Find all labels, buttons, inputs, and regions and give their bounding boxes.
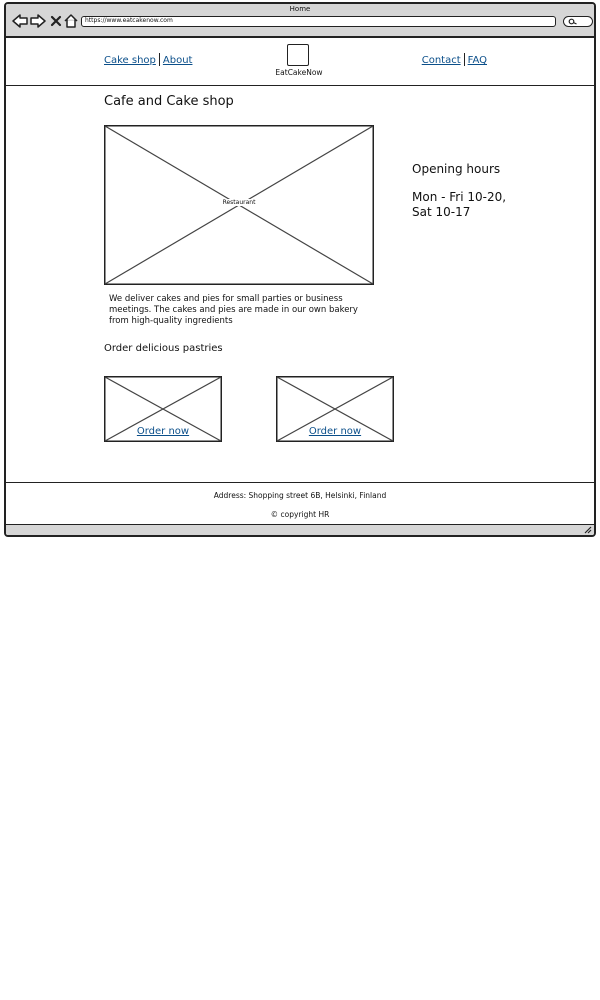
product-card: Order now: [276, 376, 394, 442]
back-arrow-icon[interactable]: [12, 13, 28, 29]
hero-image-label: Restaurant: [220, 199, 258, 206]
forward-arrow-icon[interactable]: [30, 13, 46, 29]
page-title: Cafe and Cake shop: [104, 94, 234, 109]
hero-image-placeholder: Restaurant: [104, 125, 374, 285]
logo-image[interactable]: [287, 44, 309, 66]
url-input[interactable]: https://www.eatcakenow.com: [81, 16, 556, 27]
home-icon[interactable]: [63, 13, 79, 29]
order-now-link[interactable]: Order now: [308, 426, 362, 437]
opening-hours-weekdays: Mon - Fri 10-20,: [412, 190, 507, 204]
opening-hours-title: Opening hours: [412, 162, 501, 176]
resize-grip-icon[interactable]: [583, 526, 592, 534]
nav-link-about[interactable]: About: [162, 55, 193, 66]
search-icon: [568, 18, 577, 25]
image-placeholder-icon: [104, 376, 222, 442]
browser-window: Home https://www.eatcakenow.com Cake sho…: [4, 2, 596, 537]
nav-separator: [158, 53, 160, 66]
search-box[interactable]: [563, 16, 593, 27]
nav-link-cake-shop[interactable]: Cake shop: [104, 55, 156, 66]
nav-separator: [463, 53, 465, 66]
site-footer: Address: Shopping street 6B, Helsinki, F…: [6, 482, 594, 525]
nav-right: Contact FAQ: [422, 53, 487, 66]
description-text: We deliver cakes and pies for small part…: [109, 294, 358, 326]
status-bar: [6, 524, 594, 535]
footer-copyright: © copyright HR: [270, 510, 330, 519]
window-title: Home: [289, 5, 311, 13]
nav-link-faq[interactable]: FAQ: [467, 55, 487, 66]
browser-toolbar: Home https://www.eatcakenow.com: [6, 4, 594, 38]
section-heading: Order delicious pastries: [104, 343, 223, 354]
logo-text: EatCakeNow: [275, 68, 323, 77]
site-header: Cake shop About EatCakeNow Contact FAQ: [6, 38, 594, 86]
product-card: Order now: [104, 376, 222, 442]
opening-hours-saturday: Sat 10-17: [412, 205, 471, 219]
nav-link-contact[interactable]: Contact: [421, 55, 461, 66]
footer-address: Address: Shopping street 6B, Helsinki, F…: [213, 491, 387, 500]
nav-left: Cake shop About: [104, 53, 192, 66]
image-placeholder-icon: [276, 376, 394, 442]
order-now-link[interactable]: Order now: [136, 426, 190, 437]
close-x-icon[interactable]: [48, 13, 64, 29]
